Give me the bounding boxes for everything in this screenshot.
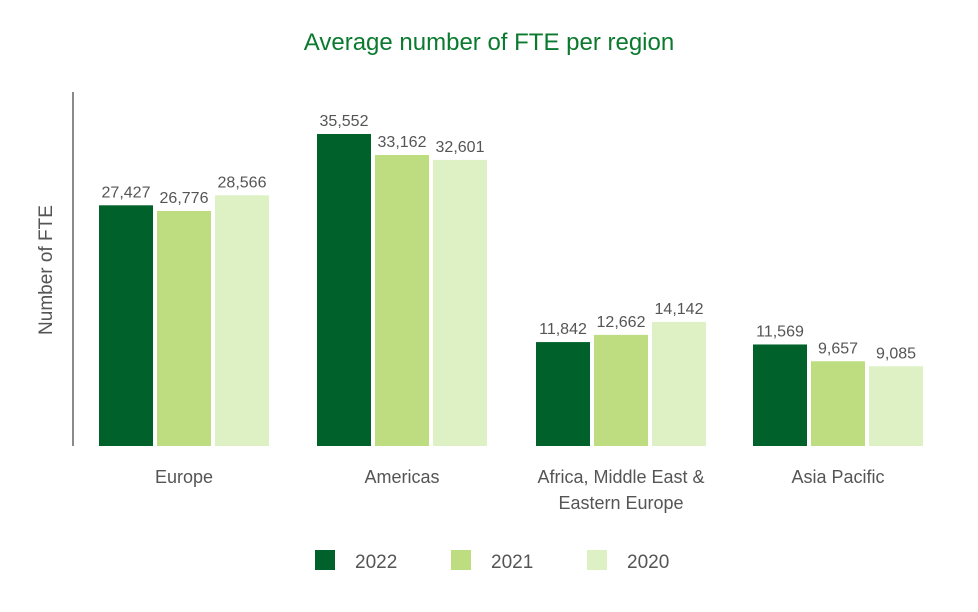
category-label-1-0: Americas: [364, 467, 439, 487]
bar-2020-2: [652, 321, 706, 446]
value-label-2020-3: 9,085: [876, 345, 916, 362]
value-label-2021-3: 9,657: [818, 340, 858, 357]
value-label-2021-2: 12,662: [597, 314, 646, 331]
legend-label-2022: 2022: [355, 552, 397, 573]
value-label-2020-1: 32,601: [436, 139, 485, 156]
value-labels-group: 27,427 35,552 11,842 11,569 26,776 33,162 12,6…: [102, 113, 917, 362]
bar-2022-2: [536, 342, 590, 446]
value-label-2021-0: 26,776: [160, 190, 209, 207]
bar-2020-1: [433, 159, 487, 446]
legend: 2022 2021 2020: [315, 550, 669, 573]
category-labels-group: Europe Americas Africa, Middle East & Easte…: [155, 467, 885, 513]
value-label-2020-0: 28,566: [218, 174, 267, 191]
legend-swatch-2022: [315, 550, 335, 570]
value-label-2021-1: 33,162: [378, 134, 427, 151]
bar-2021-3: [811, 361, 865, 446]
bar-2022-3: [753, 344, 807, 446]
value-label-2020-2: 14,142: [655, 301, 704, 318]
category-label-0-0: Europe: [155, 467, 213, 487]
value-label-2022-2: 11,842: [539, 321, 587, 338]
category-label-3-0: Asia Pacific: [791, 467, 884, 487]
bar-2020-0: [215, 195, 269, 446]
legend-label-2021: 2021: [491, 552, 533, 573]
category-label-2-0: Africa, Middle East &: [537, 467, 704, 487]
bar-2021-0: [157, 211, 211, 446]
legend-swatch-2020: [587, 550, 607, 570]
category-label-2-1: Eastern Europe: [558, 493, 683, 513]
legend-label-2020: 2020: [627, 552, 669, 573]
value-label-2022-1: 35,552: [320, 113, 369, 130]
bar-2022-1: [317, 134, 371, 446]
value-label-2022-3: 11,569: [756, 323, 804, 340]
bar-2021-2: [594, 334, 648, 446]
value-label-2022-0: 27,427: [102, 184, 151, 201]
y-axis-label: Number of FTE: [36, 205, 57, 335]
bar-2021-1: [375, 154, 429, 446]
chart-title: Average number of FTE per region: [304, 29, 674, 56]
legend-swatch-2021: [451, 550, 471, 570]
bar-2022-0: [99, 205, 153, 446]
bars-group: [99, 134, 923, 446]
bar-2020-3: [869, 366, 923, 446]
